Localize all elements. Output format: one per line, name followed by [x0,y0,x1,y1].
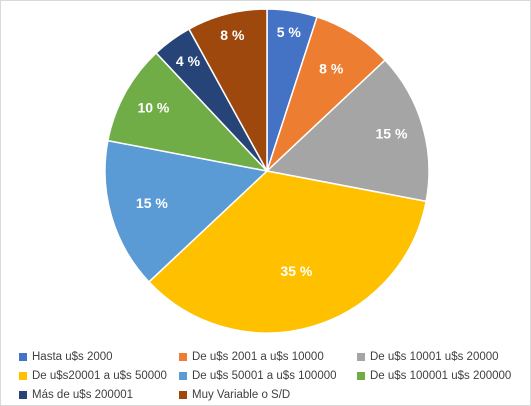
slice-data-label: 4 % [176,53,201,69]
legend-item: De u$s 100001 u$s 200000 [357,368,519,383]
legend-swatch [19,352,27,361]
legend-swatch [179,371,187,380]
pie-slice [106,51,270,173]
legend-label: Hasta u$s 2000 [32,350,113,363]
slice-data-label: 8 % [220,27,245,43]
legend-label: Más de u$s 200001 [32,388,134,401]
legend-label: De u$s 2001 a u$s 10000 [192,350,324,363]
legend-item: De u$s20001 a u$s 50000 [19,368,179,383]
slice-data-label: 10 % [137,99,169,115]
legend-label: De u$s20001 a u$s 50000 [32,369,167,382]
legend-swatch [179,352,187,361]
slice-data-label: 5 % [277,24,302,40]
legend-item: De u$s 10001 u$s 20000 [357,349,519,364]
slice-data-label: 15 % [375,126,407,142]
legend-swatch [19,371,27,380]
legend-swatch [357,371,365,380]
legend-swatch [179,390,187,399]
legend-label: De u$s 10001 u$s 20000 [370,350,499,363]
legend-label: De u$s 50001 a u$s 100000 [192,369,337,382]
slice-data-label: 8 % [319,60,344,76]
legend-item: Hasta u$s 2000 [19,349,179,364]
pie-slice [187,8,268,172]
legend-item: Muy Variable o S/D [179,387,357,402]
legend: Hasta u$s 2000 De u$s 2001 a u$s 10000 De … [19,349,519,402]
legend-label: De u$s 100001 u$s 200000 [370,369,512,382]
pie-slice [147,170,428,334]
slice-data-label: 15 % [136,195,168,211]
pie-slice [265,59,430,203]
legend-swatch [19,390,27,399]
legend-item: De u$s 2001 a u$s 10000 [179,349,357,364]
slice-data-label: 35 % [280,263,312,279]
legend-item: Más de u$s 200001 [19,387,179,402]
legend-swatch [357,352,365,361]
legend-item: De u$s 50001 a u$s 100000 [179,368,357,383]
legend-label: Muy Variable o S/D [192,388,291,401]
pie-slice [104,139,269,283]
